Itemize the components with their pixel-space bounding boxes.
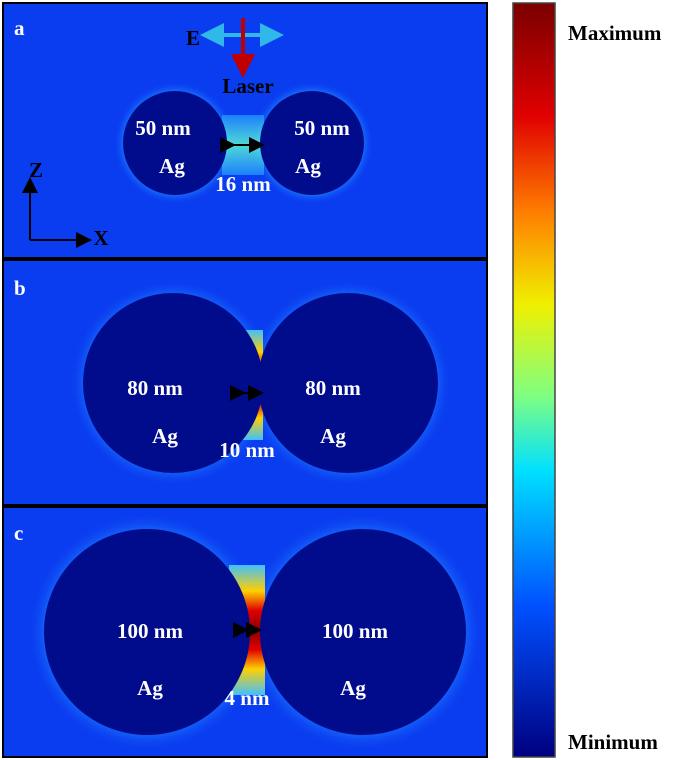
panel-c: c 100 nm Ag 100 nm Ag 4 nm [2, 506, 488, 758]
size-label: 100 nm [117, 619, 183, 643]
material-label: Ag [159, 154, 185, 178]
axis-x: X [93, 226, 108, 250]
field-label: E [186, 26, 200, 50]
gap-label: 16 nm [215, 172, 271, 196]
panel-b: b 80 nm Ag 80 nm Ag 10 nm [2, 259, 488, 506]
size-label: 50 nm [135, 116, 191, 140]
size-label: 80 nm [305, 376, 361, 400]
size-label: 50 nm [294, 116, 350, 140]
material-label: Ag [137, 676, 163, 700]
panel-letter: c [14, 521, 23, 545]
size-label: 80 nm [127, 376, 183, 400]
gap-label: 4 nm [225, 686, 270, 710]
laser-label: Laser [222, 74, 273, 98]
material-label: Ag [295, 154, 321, 178]
colorbar-min: Minimum [568, 730, 658, 754]
panel-letter: a [14, 16, 25, 40]
axis-z: Z [29, 158, 43, 182]
material-label: Ag [320, 424, 346, 448]
size-label: 100 nm [322, 619, 388, 643]
material-label: Ag [152, 424, 178, 448]
colorbar-max: Maximum [568, 21, 662, 45]
panel-letter: b [14, 276, 26, 300]
gap-label: 10 nm [219, 438, 275, 462]
panel-a: a E Laser Z X 50 nm Ag 50 nm Ag 16 nm [2, 2, 488, 259]
colorbar: Maximum Minimum [512, 2, 662, 758]
material-label: Ag [340, 676, 366, 700]
